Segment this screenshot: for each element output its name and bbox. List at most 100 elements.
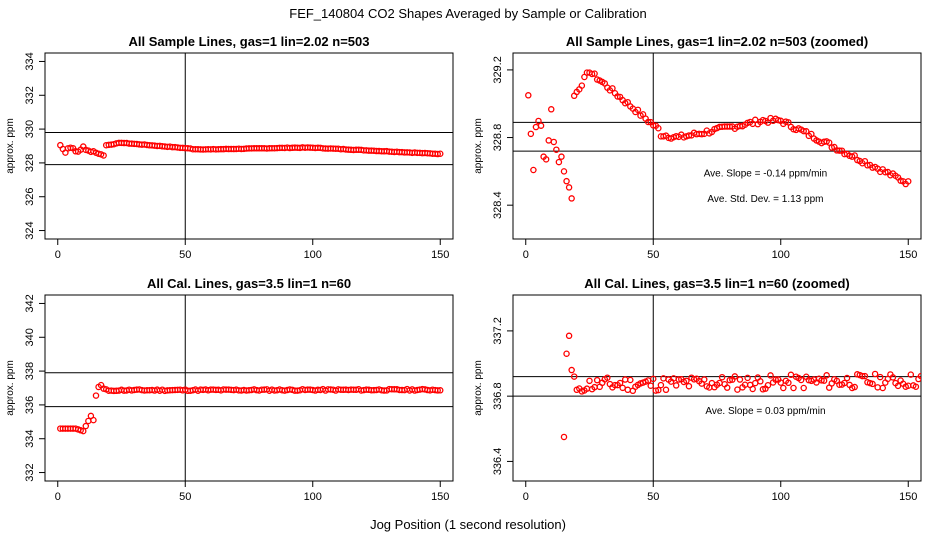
x-tick-label: 100	[772, 249, 790, 261]
data-point	[558, 153, 565, 160]
data-point	[905, 178, 912, 185]
figure-suptitle: FEF_140804 CO2 Shapes Averaged by Sample…	[289, 6, 646, 21]
y-axis-label: approx. ppm	[473, 360, 484, 416]
data-point	[726, 376, 734, 384]
data-point	[555, 158, 563, 166]
data-point	[685, 132, 693, 139]
plot-frame	[44, 294, 454, 482]
y-tick-label: 328.8	[492, 124, 504, 152]
data-point	[624, 386, 632, 394]
data-point	[752, 379, 759, 387]
x-tick-label: 150	[431, 249, 449, 261]
data-point	[591, 70, 598, 77]
data-point	[535, 117, 542, 125]
x-tick-label: 150	[431, 491, 449, 503]
data-point	[797, 376, 805, 384]
data-point	[917, 372, 921, 380]
y-axis-label: approx. ppm	[5, 118, 16, 174]
x-tick-label: 150	[899, 491, 917, 503]
data-point	[894, 382, 902, 390]
data-point	[823, 372, 830, 379]
x-tick-label: 50	[179, 249, 191, 261]
data-point	[578, 82, 586, 89]
y-tick-label: 340	[24, 328, 36, 346]
data-point	[912, 383, 920, 390]
data-point	[611, 381, 619, 389]
data-point	[683, 377, 690, 385]
data-point	[785, 379, 792, 387]
data-series	[525, 69, 912, 202]
y-tick-label: 332	[24, 463, 36, 481]
data-point	[657, 381, 665, 389]
y-tick-label: 336	[24, 396, 36, 414]
data-point	[718, 373, 726, 381]
data-point	[560, 168, 568, 175]
y-tick-label: 330	[24, 120, 36, 138]
data-point	[851, 383, 858, 391]
chart-panel-4: All Cal. Lines, gas=3.5 lin=1 n=60 (zoom…	[473, 276, 922, 503]
x-tick-label: 0	[523, 249, 529, 261]
x-tick-label: 50	[647, 249, 659, 261]
y-tick-label: 336.4	[492, 448, 504, 476]
data-point	[843, 374, 851, 382]
data-point	[685, 382, 693, 390]
y-tick-label: 337.2	[492, 317, 504, 345]
data-point	[780, 384, 787, 392]
y-tick-label: 334	[24, 52, 36, 70]
data-point	[92, 392, 100, 399]
data-point	[82, 422, 90, 430]
chart-title: All Sample Lines, gas=1 lin=2.02 n=503	[129, 34, 370, 49]
data-point	[67, 144, 74, 151]
y-tick-label: 324	[24, 221, 36, 239]
chart-panel-2: All Sample Lines, gas=1 lin=2.02 n=503 (…	[473, 34, 922, 261]
data-point	[882, 168, 889, 176]
data-point	[621, 376, 629, 383]
data-point	[864, 162, 871, 169]
data-point	[879, 384, 887, 392]
chart-title: All Sample Lines, gas=1 lin=2.02 n=503 (…	[566, 34, 868, 49]
data-point	[790, 384, 797, 392]
data-point	[647, 382, 654, 389]
data-point	[736, 376, 744, 383]
data-point	[731, 373, 739, 380]
data-point	[532, 123, 540, 131]
y-axis-label: approx. ppm	[5, 360, 16, 416]
annotation-text: Ave. Slope = -0.14 ppm/min	[704, 168, 828, 179]
chart-panel-1: All Sample Lines, gas=1 lin=2.02 n=503 ap…	[5, 34, 454, 261]
x-tick-label: 100	[772, 491, 790, 503]
data-point	[650, 122, 657, 129]
data-point	[565, 332, 573, 340]
data-point	[434, 387, 441, 394]
data-point	[800, 384, 807, 392]
chart-title: All Cal. Lines, gas=3.5 lin=1 n=60 (zoom…	[584, 276, 850, 291]
data-point	[525, 92, 532, 99]
data-point	[767, 372, 774, 379]
data-point	[436, 150, 444, 158]
data-point	[652, 387, 660, 394]
data-point	[644, 118, 652, 126]
y-tick-label: 329.2	[492, 56, 504, 84]
data-point	[828, 144, 836, 151]
data-point	[604, 374, 611, 381]
data-point	[744, 374, 751, 382]
data-point	[825, 139, 833, 146]
plot-frame	[512, 294, 922, 482]
data-point	[593, 376, 601, 384]
y-tick-label: 342	[24, 294, 36, 312]
data-point	[734, 386, 741, 393]
data-point	[563, 177, 570, 185]
data-point	[614, 93, 621, 100]
annotation-text: Ave. Std. Dev. = 1.13 ppm	[707, 194, 823, 205]
data-point	[701, 376, 708, 383]
data-point	[675, 376, 683, 383]
y-axis-label: approx. ppm	[473, 118, 484, 174]
data-point	[662, 386, 670, 394]
data-point	[907, 371, 915, 378]
x-tick-label: 100	[304, 249, 322, 261]
y-tick-label: 334	[24, 430, 36, 448]
chart-title: All Cal. Lines, gas=3.5 lin=1 n=60	[147, 276, 351, 291]
data-point	[568, 195, 575, 202]
x-tick-label: 150	[899, 249, 917, 261]
data-point	[565, 184, 573, 191]
chart-panel-3: All Cal. Lines, gas=3.5 lin=1 n=60 approx…	[5, 276, 454, 503]
